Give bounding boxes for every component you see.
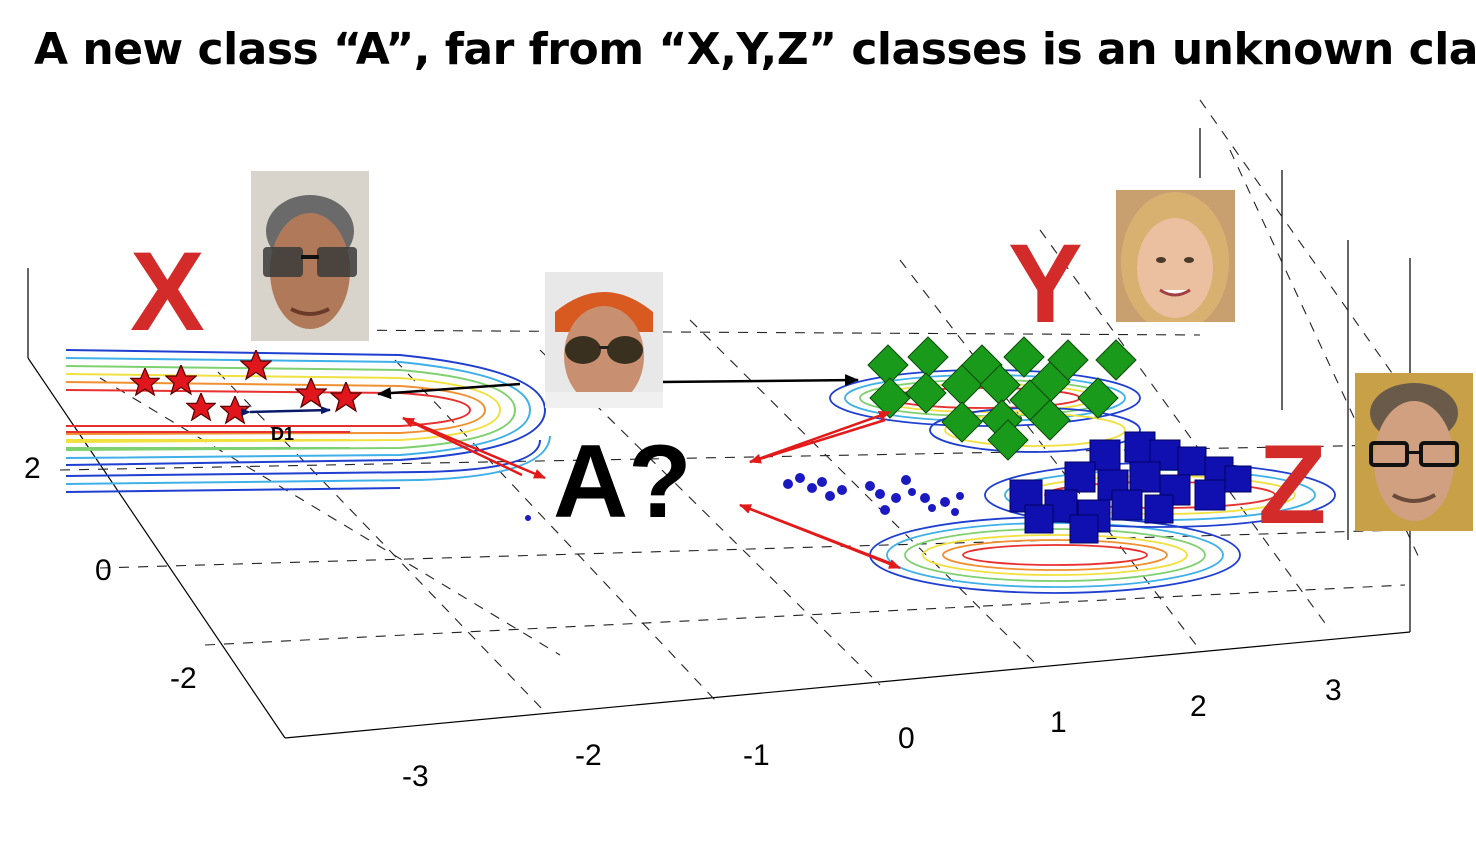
tick-label: -1 [743,739,770,772]
axis-tick-labels: 2 0 -2 -3 -2 -1 0 1 2 3 [24,452,1342,793]
star-icon [295,378,327,408]
slide-title: A new class “A”, far from “X,Y,Z” classe… [34,24,1476,75]
tick-label: 2 [1190,690,1207,723]
class-z-points [1009,431,1252,544]
face-photo-x [251,171,369,341]
unknown-points [525,473,964,521]
tick-label: -2 [575,739,602,772]
class-y-label: Y [1008,221,1083,346]
class-y-points [867,336,1137,461]
tick-label: 1 [1050,706,1067,739]
distance-label: D1 [271,424,294,444]
tick-label: -2 [170,662,197,695]
face-photo-z [1355,373,1473,531]
class-x-label: X [130,229,205,354]
star-icon [186,393,216,421]
tick-label: -3 [402,760,429,793]
tick-label: 0 [898,722,915,755]
tick-label: 3 [1325,674,1342,707]
tick-label: 0 [95,554,112,587]
unknown-class-label: A? [553,424,692,540]
distance-d1: D1 [240,406,331,444]
contours-x [65,349,551,493]
distance-arrows [377,374,901,570]
face-photo-y [1116,190,1235,322]
tick-label: 2 [24,452,41,485]
class-z-label: Z [1258,422,1326,547]
face-photo-unknown [545,272,663,408]
floor-grid [59,99,1426,713]
star-icon [240,350,272,380]
star-icon [165,365,197,395]
